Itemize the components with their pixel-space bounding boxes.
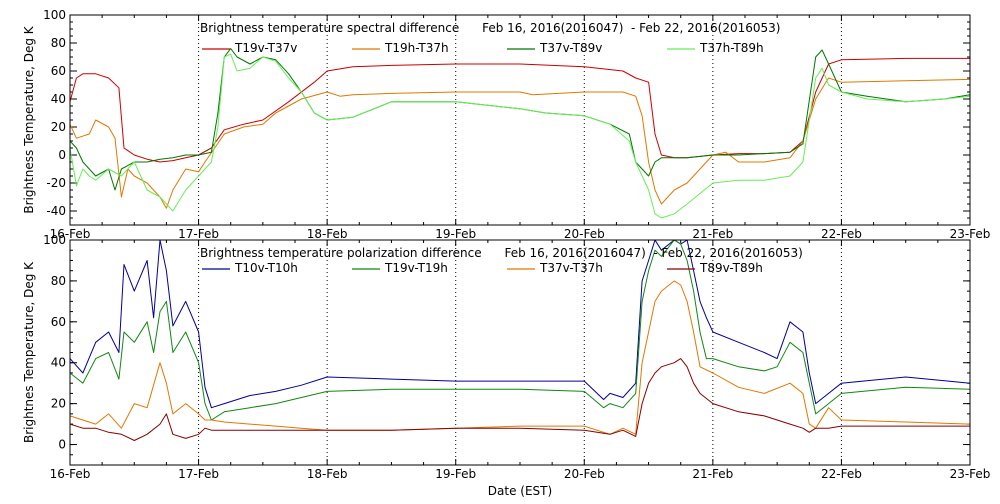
top-y-tick-label: -20	[46, 176, 66, 190]
top-x-tick-label: 21-Feb	[692, 227, 733, 241]
top-series-t19h-t37h	[69, 77, 971, 209]
bottom-chart-title: Brightness temperature polarization diff…	[200, 246, 803, 260]
top-plot-frame	[69, 14, 971, 226]
top-x-tick-label: 18-Feb	[307, 227, 348, 241]
top-y-tick-label: 0	[58, 148, 66, 162]
top-y-axis-label: Brightness Temperature, Deg K	[22, 25, 36, 213]
bottom-legend-label-t37v-t37h: T37v-T37h	[539, 261, 603, 275]
bottom-y-tick-label: 80	[51, 274, 66, 288]
bottom-y-tick-label: 60	[51, 315, 66, 329]
top-x-tick-label: 19-Feb	[435, 227, 476, 241]
top-chart-title: Brightness temperature spectral differen…	[200, 21, 780, 35]
bottom-x-tick-label: 21-Feb	[692, 467, 733, 481]
bottom-x-tick-label: 23-Feb	[950, 467, 991, 481]
bottom-series-t89v-t89h	[69, 358, 970, 441]
top-y-tick-label: 40	[51, 92, 66, 106]
top-y-tick-label: 60	[51, 64, 66, 78]
top-x-tick-label: 23-Feb	[950, 227, 991, 241]
bottom-series-t10v-t10h	[69, 239, 971, 409]
top-series-t19v-t37v	[69, 57, 970, 163]
top-legend-label-t37h-t89h: T37h-T89h	[699, 41, 764, 55]
bottom-y-axis-label: Brightnes Temperature, Deg K	[22, 261, 36, 443]
bottom-x-tick-label: 19-Feb	[435, 467, 476, 481]
bottom-x-tick-label: 18-Feb	[307, 467, 348, 481]
bottom-legend-label-t89v-t89h: T89v-T89h	[699, 261, 763, 275]
x-axis-label: Date (EST)	[488, 484, 552, 498]
top-legend-label-t19h-t37h: T19h-T37h	[384, 41, 449, 55]
bottom-legend-label-t10v-t10h: T10v-T10h	[234, 261, 298, 275]
bottom-y-tick-label: 0	[58, 438, 66, 452]
top-y-tick-label: -40	[46, 204, 66, 218]
top-series-t37h-t89h	[69, 53, 971, 219]
top-legend-label-t19v-t37v: T19v-T37v	[234, 41, 297, 55]
bottom-x-tick-label: 20-Feb	[564, 467, 605, 481]
bottom-plot-frame	[69, 239, 971, 466]
bottom-y-tick-label: 40	[51, 356, 66, 370]
bottom-y-tick-label: 20	[51, 397, 66, 411]
bottom-series-t19v-t19h	[69, 239, 971, 421]
top-legend-label-t37v-t89v: T37v-T89v	[539, 41, 602, 55]
bottom-x-tick-label: 17-Feb	[178, 467, 219, 481]
top-x-tick-label: 20-Feb	[564, 227, 605, 241]
top-y-tick-label: 20	[51, 120, 66, 134]
top-x-tick-label: 22-Feb	[821, 227, 862, 241]
bottom-series-t37v-t37h	[69, 280, 971, 435]
top-x-tick-label: 17-Feb	[178, 227, 219, 241]
bottom-x-tick-label: 22-Feb	[821, 467, 862, 481]
bottom-y-tick-label: 100	[43, 233, 66, 247]
top-x-tick-label: 16-Feb	[50, 227, 91, 241]
bottom-legend-label-t19v-t19h: T19v-T19h	[384, 261, 448, 275]
bottom-x-tick-label: 16-Feb	[50, 467, 91, 481]
top-y-tick-label: 100	[43, 8, 66, 22]
top-y-tick-label: 80	[51, 36, 66, 50]
